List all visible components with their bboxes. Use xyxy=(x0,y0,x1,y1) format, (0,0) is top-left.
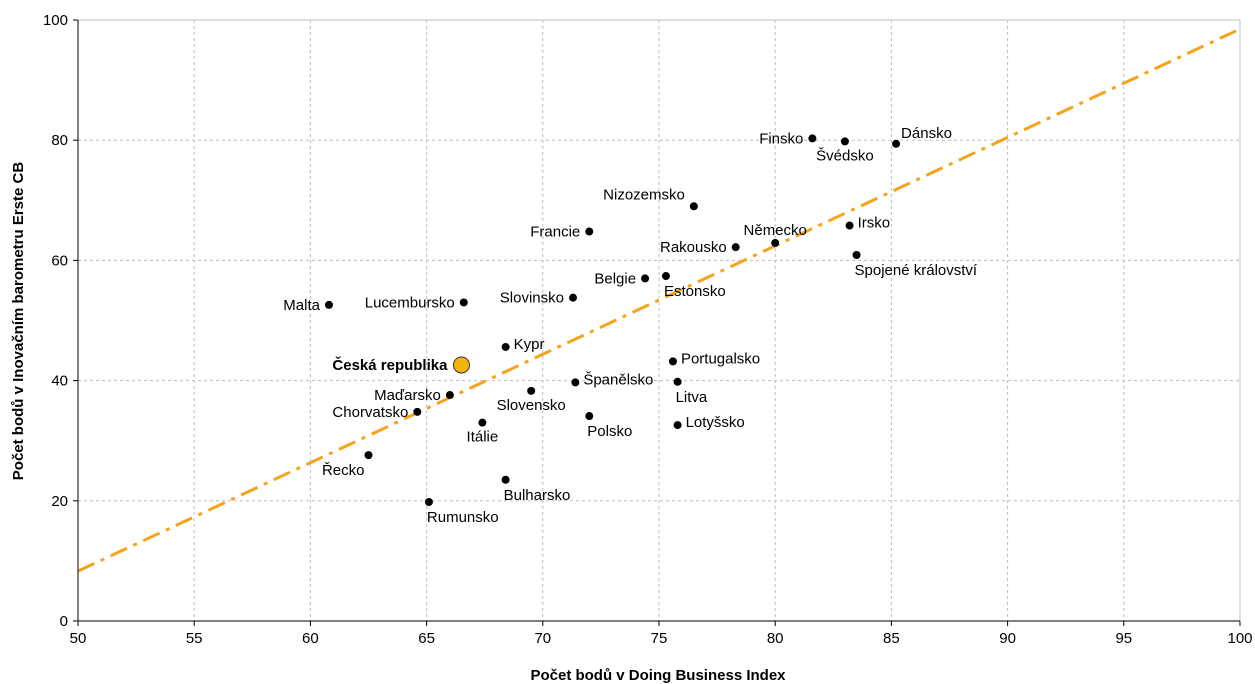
data-point xyxy=(661,272,670,281)
y-tick-labels: 0 20 40 60 80 100 xyxy=(43,12,68,630)
point-label: Nizozemsko xyxy=(603,186,685,203)
x-tick-label: 85 xyxy=(883,630,900,647)
x-tick-label: 65 xyxy=(418,630,435,647)
point-label: Belgie xyxy=(594,270,636,287)
y-tick-label: 60 xyxy=(51,252,68,269)
x-tick-label: 50 xyxy=(70,630,87,647)
point-label: Itálie xyxy=(467,429,499,446)
point-label: Irsko xyxy=(858,215,891,232)
point-label: Portugalsko xyxy=(681,350,760,367)
data-point xyxy=(689,202,698,211)
point-label: Švédsko xyxy=(816,147,874,164)
point-label: Francie xyxy=(530,224,580,241)
data-point xyxy=(808,134,817,143)
data-point xyxy=(527,386,536,395)
point-label: Slovinsko xyxy=(500,290,564,307)
data-point xyxy=(413,407,422,416)
point-label: Estonsko xyxy=(664,283,726,300)
data-point xyxy=(668,357,677,366)
y-tick-label: 80 xyxy=(51,132,68,149)
data-point xyxy=(364,451,373,460)
data-point xyxy=(641,274,650,283)
y-tick-label: 40 xyxy=(51,373,68,390)
x-tick-label: 90 xyxy=(999,630,1016,647)
data-point xyxy=(478,418,487,427)
data-point xyxy=(585,227,594,236)
data-point xyxy=(324,300,333,309)
x-tick-label: 70 xyxy=(534,630,551,647)
data-point xyxy=(892,139,901,148)
point-label: Bulharsko xyxy=(504,487,571,504)
data-point xyxy=(771,238,780,247)
point-label: Polsko xyxy=(587,423,632,440)
point-label: Chorvatsko xyxy=(332,404,408,421)
y-tick-label: 0 xyxy=(60,613,68,630)
axes xyxy=(73,19,1241,626)
data-point xyxy=(501,342,510,351)
y-axis-title: Počet bodů v Inovačním barometru Erste C… xyxy=(10,162,27,481)
data-point xyxy=(501,475,510,484)
data-point xyxy=(731,243,740,252)
point-label: Maďarsko xyxy=(374,387,441,404)
point-label: Česká republika xyxy=(332,356,448,374)
data-point xyxy=(424,498,433,507)
x-tick-label: 60 xyxy=(302,630,319,647)
point-label: Spojené království xyxy=(855,262,978,279)
data-point xyxy=(459,298,468,307)
data-point xyxy=(673,377,682,386)
point-label: Lotyšsko xyxy=(686,414,745,431)
x-tick-label: 75 xyxy=(651,630,668,647)
point-label: Dánsko xyxy=(901,125,952,142)
highlight-point xyxy=(452,356,470,374)
data-point xyxy=(845,221,854,230)
point-label: Německo xyxy=(744,222,807,239)
data-point xyxy=(571,378,580,387)
y-tick-label: 20 xyxy=(51,493,68,510)
x-axis-title: Počet bodů v Doing Business Index xyxy=(530,667,786,684)
x-tick-label: 80 xyxy=(767,630,784,647)
point-label: Řecko xyxy=(322,462,365,479)
point-label: Rakousko xyxy=(660,239,727,256)
point-label: Kypr xyxy=(514,336,545,353)
point-label: Litva xyxy=(676,389,708,406)
point-label: Slovensko xyxy=(497,397,566,414)
point-label: Španělsko xyxy=(583,371,653,388)
data-point xyxy=(569,293,578,302)
x-tick-label: 95 xyxy=(1115,630,1132,647)
point-label: Rumunsko xyxy=(427,509,499,526)
y-tick-label: 100 xyxy=(43,12,68,29)
point-labels: Malta Lucembursko Slovinsko Česká republika… xyxy=(283,125,978,526)
point-label: Malta xyxy=(283,297,320,314)
data-point xyxy=(852,250,861,259)
x-tick-label: 55 xyxy=(186,630,203,647)
data-point xyxy=(840,137,849,146)
data-point xyxy=(445,391,454,400)
data-points xyxy=(324,134,901,507)
point-label: Finsko xyxy=(759,130,803,147)
data-point xyxy=(673,421,682,430)
x-tick-label: 100 xyxy=(1227,630,1252,647)
x-tick-labels: 50 55 60 65 70 75 80 85 90 95 100 xyxy=(70,630,1253,647)
point-label: Lucembursko xyxy=(365,294,455,311)
data-point xyxy=(585,412,594,421)
